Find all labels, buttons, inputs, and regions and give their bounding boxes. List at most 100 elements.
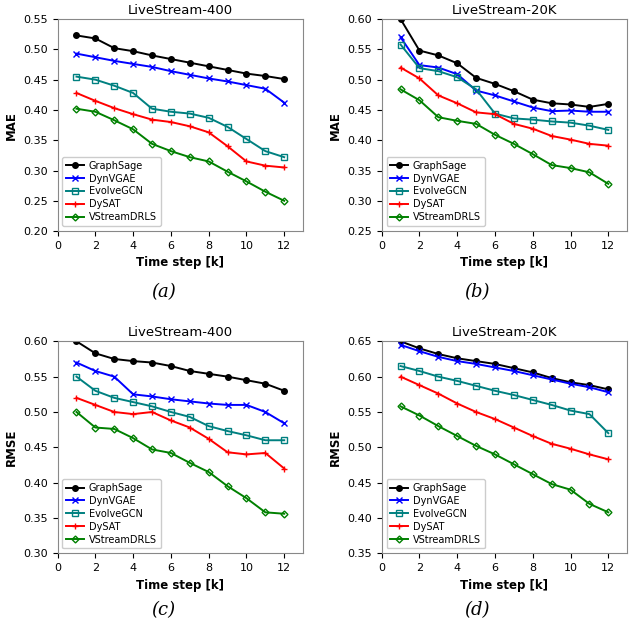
Legend: GraphSage, DynVGAE, EvolveGCN, DySAT, VStreamDRLS: GraphSage, DynVGAE, EvolveGCN, DySAT, VS…: [387, 157, 484, 226]
DySAT: [435, 92, 442, 99]
DySAT: [148, 408, 156, 416]
DySAT: [243, 450, 250, 458]
EvolveGCN: [453, 73, 461, 81]
EvolveGCN: [205, 422, 212, 430]
EvolveGCN: [586, 122, 593, 130]
DynVGAE: [129, 60, 137, 67]
Y-axis label: RMSE: RMSE: [4, 429, 17, 466]
GraphSage: [604, 100, 612, 107]
EvolveGCN: [111, 394, 118, 402]
DynVGAE: [262, 408, 269, 416]
X-axis label: Time step [k]: Time step [k]: [136, 256, 225, 270]
DySAT: [529, 432, 536, 440]
DySAT: [205, 435, 212, 443]
GraphSage: [397, 15, 404, 23]
Line: VStreamDRLS: VStreamDRLS: [74, 410, 287, 516]
Text: (b): (b): [464, 284, 490, 301]
DynVGAE: [73, 359, 81, 366]
Line: DynVGAE: DynVGAE: [73, 50, 288, 106]
DynVGAE: [397, 34, 404, 41]
Text: (d): (d): [464, 602, 490, 619]
GraphSage: [435, 350, 442, 358]
Text: (c): (c): [151, 602, 175, 619]
DynVGAE: [415, 61, 423, 69]
GraphSage: [280, 75, 288, 83]
DynVGAE: [586, 108, 593, 116]
DySAT: [148, 116, 156, 123]
VStreamDRLS: [92, 108, 99, 116]
DySAT: [280, 465, 288, 473]
DySAT: [435, 390, 442, 398]
EvolveGCN: [148, 105, 156, 113]
DySAT: [453, 99, 461, 107]
Line: GraphSage: GraphSage: [74, 338, 287, 394]
VStreamDRLS: [73, 408, 81, 416]
GraphSage: [129, 357, 137, 365]
VStreamDRLS: [243, 177, 250, 185]
DySAT: [129, 111, 137, 118]
EvolveGCN: [491, 387, 499, 394]
DynVGAE: [243, 401, 250, 409]
EvolveGCN: [73, 373, 81, 380]
Title: LiveStream-400: LiveStream-400: [128, 4, 233, 17]
Line: EvolveGCN: EvolveGCN: [74, 74, 287, 160]
DySAT: [510, 120, 518, 128]
VStreamDRLS: [566, 486, 574, 494]
EvolveGCN: [148, 403, 156, 410]
DySAT: [73, 394, 81, 402]
VStreamDRLS: [548, 480, 556, 488]
DynVGAE: [566, 380, 574, 387]
GraphSage: [262, 73, 269, 80]
DySAT: [129, 410, 137, 418]
EvolveGCN: [224, 427, 232, 435]
DySAT: [491, 415, 499, 423]
Line: GraphSage: GraphSage: [74, 32, 287, 82]
DynVGAE: [111, 373, 118, 380]
VStreamDRLS: [453, 117, 461, 125]
DynVGAE: [167, 396, 175, 403]
VStreamDRLS: [92, 424, 99, 431]
VStreamDRLS: [491, 450, 499, 458]
VStreamDRLS: [435, 422, 442, 430]
VStreamDRLS: [510, 140, 518, 148]
GraphSage: [435, 52, 442, 59]
DynVGAE: [205, 399, 212, 407]
DySAT: [73, 89, 81, 97]
VStreamDRLS: [280, 510, 288, 518]
DynVGAE: [510, 367, 518, 375]
DySAT: [604, 455, 612, 463]
DySAT: [111, 408, 118, 416]
Line: DySAT: DySAT: [397, 64, 612, 149]
EvolveGCN: [224, 123, 232, 131]
GraphSage: [566, 100, 574, 108]
DynVGAE: [224, 401, 232, 409]
VStreamDRLS: [205, 158, 212, 165]
Line: EvolveGCN: EvolveGCN: [398, 363, 611, 436]
VStreamDRLS: [415, 97, 423, 104]
DynVGAE: [280, 420, 288, 427]
DynVGAE: [435, 353, 442, 361]
GraphSage: [92, 34, 99, 42]
VStreamDRLS: [186, 153, 194, 161]
DySAT: [586, 140, 593, 148]
GraphSage: [167, 363, 175, 370]
DynVGAE: [280, 99, 288, 106]
GraphSage: [548, 374, 556, 382]
EvolveGCN: [415, 64, 423, 72]
GraphSage: [111, 355, 118, 363]
GraphSage: [186, 59, 194, 67]
GraphSage: [491, 80, 499, 88]
DySAT: [415, 382, 423, 389]
GraphSage: [472, 357, 480, 365]
VStreamDRLS: [472, 120, 480, 128]
DynVGAE: [566, 107, 574, 114]
VStreamDRLS: [604, 509, 612, 516]
GraphSage: [243, 377, 250, 384]
Line: DySAT: DySAT: [397, 373, 612, 463]
GraphSage: [510, 87, 518, 95]
VStreamDRLS: [586, 169, 593, 176]
GraphSage: [453, 354, 461, 362]
DynVGAE: [129, 391, 137, 398]
DySAT: [397, 64, 404, 71]
DynVGAE: [435, 64, 442, 71]
